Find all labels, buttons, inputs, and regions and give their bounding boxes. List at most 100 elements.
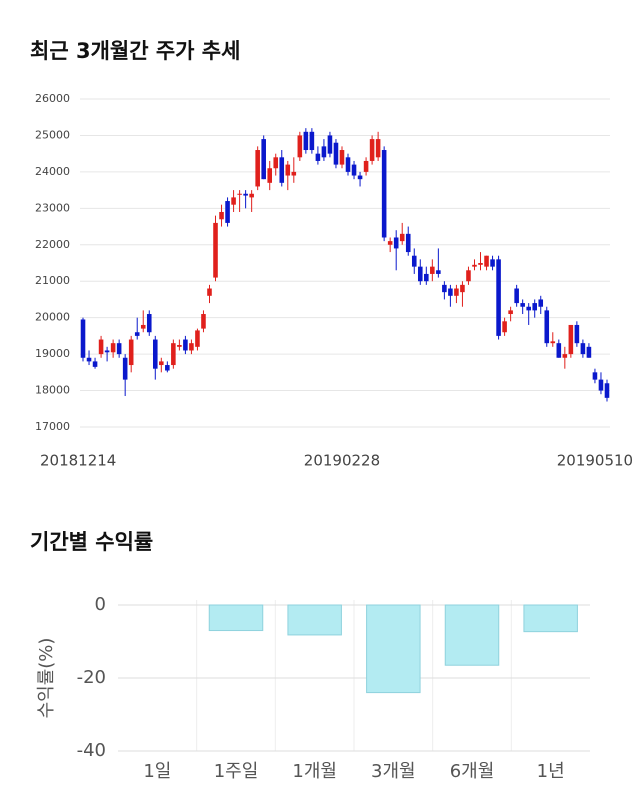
candle-body [393,237,399,249]
candle-body [586,346,592,358]
candle-body [225,201,230,223]
candle-body [273,157,279,169]
candle-body [104,350,110,353]
candle-body [177,345,182,347]
candle-body [116,343,122,355]
candle-body [279,157,285,183]
candle-body [201,314,206,329]
bar [523,604,578,633]
candle-body [165,365,170,371]
candle-body [351,164,357,176]
candle-body [532,303,538,311]
candle-body [333,142,339,165]
bar [444,604,500,666]
candle-body [424,273,429,282]
y-tick-label: 0 [95,594,106,615]
candle-body [448,288,453,296]
candle-body [417,266,423,282]
candle-body [86,357,92,362]
y-tick-label: 21000 [35,274,70,287]
candle-body [484,255,489,267]
candle-body [327,135,333,154]
candle-body [195,330,200,347]
candle-body [466,270,471,282]
candle-body [309,131,315,151]
x-tick-label: 20181214 [40,452,116,470]
x-tick-label: 6개월 [450,761,495,782]
candle-body [526,306,531,311]
candle-body [303,131,309,151]
candle-body [321,146,327,158]
candle-body [134,332,140,336]
candle-body [183,339,188,351]
candle-body [592,372,598,380]
x-tick-label: 1주일 [214,761,259,782]
candle-body [399,233,405,242]
candle-body [598,379,604,391]
candle-body [128,339,134,366]
candle-body [249,193,254,198]
y-tick-label: 25000 [35,128,70,141]
candle-body [556,343,562,358]
candle-body [255,150,260,187]
chart-title: 최근 3개월간 주가 추세 [30,39,240,63]
y-tick-label: 24000 [35,165,70,178]
candle-body [110,343,116,353]
candle-body [213,222,218,278]
candle-body [297,135,303,158]
candle-body [442,284,447,293]
candle-body [231,197,236,205]
candle-body [243,193,248,196]
candle-body [411,255,417,267]
candle-body [152,339,158,369]
y-tick-label: 17000 [35,420,70,433]
candle-body [574,324,580,344]
candle-body [98,339,104,355]
x-tick-label: 20190510 [557,452,633,470]
candle-body [430,266,435,274]
candle-body [478,263,483,265]
bar [208,604,264,632]
candle-body [219,211,224,220]
y-tick-label: 26000 [35,92,70,105]
candle-body [159,361,164,366]
candle-body [436,270,441,274]
candle-body [369,139,375,161]
candle-body [375,139,381,158]
candle-body [207,288,212,296]
candle-body [171,343,176,366]
y-tick-label: 19000 [35,347,70,360]
candle-body [315,153,321,161]
x-tick-label: 20190228 [304,452,380,470]
candle-body [472,264,477,267]
candle-body [189,343,194,351]
candle-body [146,314,152,333]
candle-body [140,324,146,329]
candle-body [339,150,345,165]
candle-body [496,259,501,336]
candle-body [460,284,465,293]
x-tick-label: 1일 [143,761,171,782]
y-tick-label: -40 [77,740,106,761]
candle-body [520,303,525,307]
candle-body [80,319,86,358]
candle-body [345,157,351,172]
candle-body [502,321,507,333]
candle-body [454,288,459,296]
candle-body [363,160,369,172]
candle-body [568,324,574,355]
candle-body [550,341,556,344]
candle-body [580,343,586,355]
candle-body [508,310,513,315]
bar [287,604,342,636]
y-tick-label: 18000 [35,384,70,397]
candle-body [267,168,273,183]
y-tick-label: -20 [77,667,106,688]
y-tick-label: 20000 [35,311,70,324]
y-tick-label: 22000 [35,238,70,251]
candle-body [514,288,519,304]
candle-body [381,150,387,238]
candle-body [237,193,242,195]
candle-body [285,164,291,176]
